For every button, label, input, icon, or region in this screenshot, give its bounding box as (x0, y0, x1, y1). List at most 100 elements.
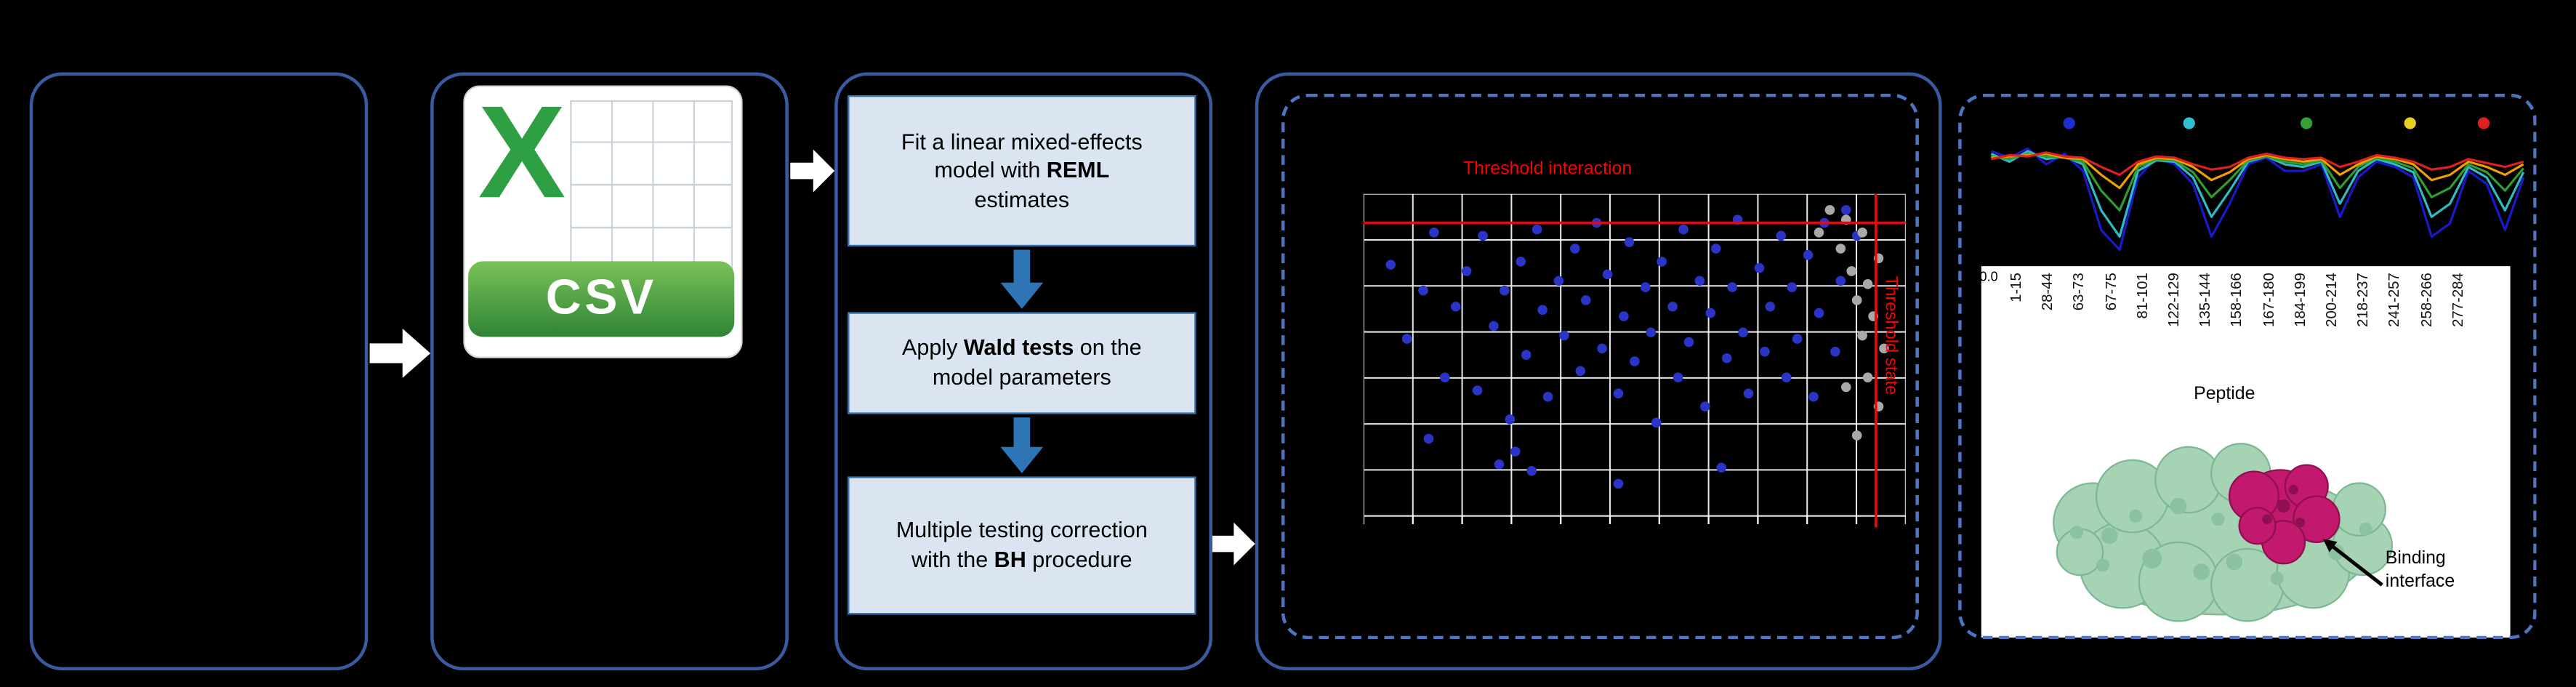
scatter-point-significant-peptides (1619, 311, 1629, 321)
peptide-tick-labels: 1-15 28-44 63-73 67-75 81-101 122-129 135-144 1… (1984, 270, 2466, 385)
scatter-point-non-significant-peptides (1879, 343, 1889, 354)
uptake-line-timepoint-3 (1991, 152, 2524, 212)
scatter-point-non-significant-peptides (1841, 382, 1851, 393)
uptake-line-timepoint-5 (1991, 151, 2524, 177)
arrow-right-icon-2 (790, 149, 835, 193)
uptake-line-timepoint-4 (1991, 152, 2524, 190)
timepoint-dot-4 (2404, 117, 2416, 129)
csv-file-icon: X CSV (463, 79, 752, 365)
scatter-point-significant-peptides (1705, 308, 1716, 318)
threshold-interaction-label: Threshold interaction (1462, 159, 1633, 180)
timepoint-dot-3 (2300, 117, 2313, 129)
csv-sheet: X CSV (463, 79, 743, 358)
scatter-point-significant-peptides (1489, 321, 1499, 332)
y-axis-tick-label: 0.0 (1979, 269, 1998, 285)
scatter-point-significant-peptides (1440, 372, 1450, 382)
peptide-tick-label: 158-166 (2228, 273, 2245, 327)
scatter-point-significant-peptides (1673, 372, 1683, 382)
scatter-point-significant-peptides (1461, 266, 1472, 276)
excel-x-icon: X (478, 79, 566, 225)
peptide-tick-label: 200-214 (2322, 273, 2340, 327)
scatter-point-significant-peptides (1678, 224, 1689, 235)
scatter-point-significant-peptides (1760, 346, 1770, 357)
scatter-point-significant-peptides (1472, 385, 1483, 395)
scatter-point-significant-peptides (1710, 244, 1721, 254)
scatter-point-significant-peptides (1418, 285, 1428, 296)
step-bh: Multiple testing correction with the BH p… (848, 476, 1196, 615)
binding-arrow-icon (2322, 539, 2383, 587)
scatter-point-significant-peptides (1630, 356, 1640, 366)
scatter-point-significant-peptides (1429, 228, 1439, 238)
peptide-tick-label: 81-101 (2133, 273, 2151, 319)
uptake-line-timepoint-1 (1990, 147, 2525, 252)
scatter-point-significant-peptides (1613, 478, 1624, 489)
csv-panel (430, 72, 789, 671)
timepoint-dot-2 (2183, 117, 2195, 129)
peptide-tick-label: 63-73 (2070, 273, 2088, 311)
scatter-point-significant-peptides (1478, 230, 1488, 241)
scatter-point-non-significant-peptides (1835, 244, 1846, 254)
scatter-point-significant-peptides (1531, 224, 1542, 235)
scatter-point-significant-peptides (1624, 237, 1635, 247)
scatter-point-significant-peptides (1700, 401, 1710, 411)
scatter-point-significant-peptides (1803, 250, 1814, 260)
scatter-point-significant-peptides (1494, 459, 1505, 470)
peptide-tick-label: 122-129 (2165, 273, 2182, 327)
scatter-point-significant-peptides (1814, 308, 1824, 318)
peptide-tick-label: 135-144 (2197, 273, 2213, 327)
protein-structure (2053, 443, 2393, 622)
step-bh-line1: Multiple testing correction (895, 518, 1148, 543)
scatter-point-significant-peptides (1841, 205, 1851, 215)
scatter-point-significant-peptides (1646, 327, 1657, 338)
binding-interface-region (2228, 464, 2340, 565)
scatter-point-significant-peptides (1808, 392, 1819, 402)
results-panel (1255, 72, 1942, 671)
binding-interface-annotation: Binding interface (2385, 548, 2455, 592)
scatter-point-non-significant-peptides (1857, 228, 1867, 238)
spreadsheet-grid-icon (569, 100, 733, 271)
step-reml-text: Fit a linear mixed-effects model with (901, 129, 1143, 183)
stats-panel (834, 72, 1213, 671)
scatter-point-significant-peptides (1570, 244, 1580, 254)
scatter-point-significant-peptides (1716, 462, 1727, 473)
scatter-point-significant-peptides (1580, 295, 1591, 305)
input-panel (29, 72, 369, 671)
scatter-point-significant-peptides (1765, 301, 1776, 312)
scatter-point-significant-peptides (1423, 433, 1434, 444)
timepoint-dot-5 (2477, 117, 2490, 129)
scatter-point-significant-peptides (1401, 334, 1412, 344)
step-reml: Fit a linear mixed-effects model with RE… (848, 95, 1196, 247)
scatter-point-significant-peptides (1385, 260, 1396, 270)
peptide-tick-label: 277-284 (2449, 273, 2466, 327)
scatter-point-non-significant-peptides (1851, 430, 1862, 441)
peptide-tick-label: 258-266 (2418, 273, 2434, 327)
surface-texture (2069, 497, 2372, 585)
scatter-point-significant-peptides (1776, 230, 1787, 241)
peptide-tick-label: 67-75 (2102, 273, 2119, 311)
scatter-point-significant-peptides (1450, 301, 1461, 312)
scatter-point-significant-peptides (1683, 337, 1694, 347)
scatter-point-significant-peptides (1641, 282, 1651, 292)
peptide-tick-label: 184-199 (2291, 273, 2309, 327)
scatter-point-significant-peptides (1542, 392, 1553, 402)
scatter-point-non-significant-peptides (1814, 228, 1824, 238)
uptake-line-timepoint-2 (1990, 150, 2525, 238)
scatter-point-significant-peptides (1743, 388, 1754, 399)
scatter-point-significant-peptides (1521, 350, 1531, 360)
timepoint-dot-1 (2063, 117, 2075, 129)
scatter-point-significant-peptides (1792, 334, 1803, 344)
scatter-point-significant-peptides (1613, 388, 1624, 399)
scatter-point-significant-peptides (1510, 446, 1521, 457)
threshold-state-label: Threshold state (1880, 276, 1901, 395)
step-wald: Apply Wald tests on the model parameters (848, 312, 1196, 414)
scatter-point-significant-peptides (1754, 262, 1765, 273)
scatter-point-significant-peptides (1787, 282, 1797, 292)
scatter-point-significant-peptides (1781, 372, 1792, 382)
scatter-point-significant-peptides (1516, 257, 1526, 267)
arrow-right-icon-3 (1212, 522, 1255, 566)
scatter-point-significant-peptides (1526, 465, 1537, 476)
scatter-point-significant-peptides (1602, 269, 1613, 280)
csv-ribbon: CSV (468, 261, 735, 337)
scatter-point-non-significant-peptides (1862, 279, 1873, 289)
